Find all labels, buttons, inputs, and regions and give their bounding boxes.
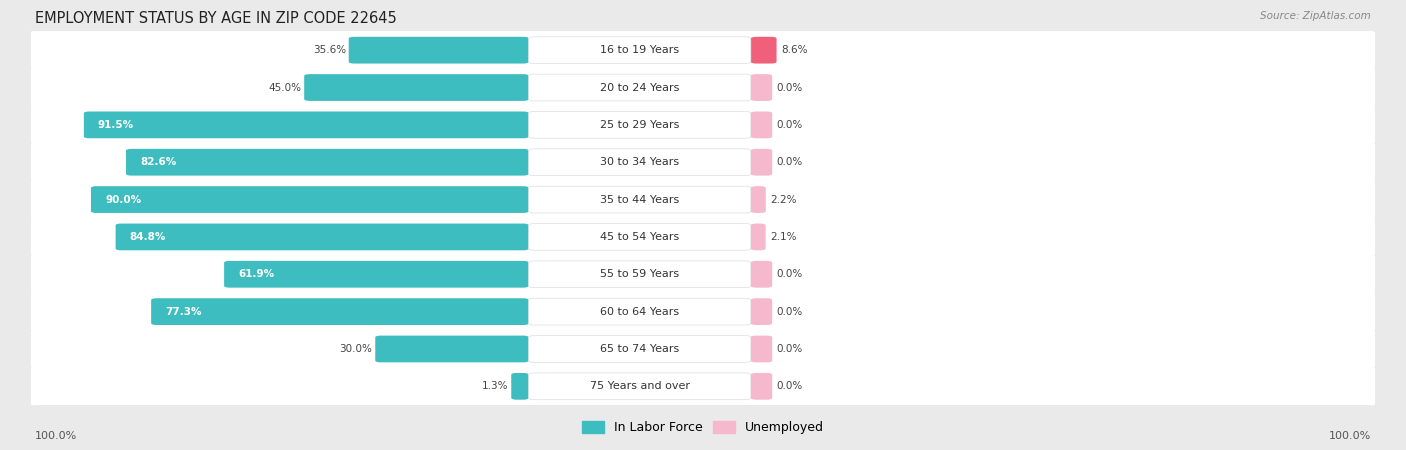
Text: 0.0%: 0.0%: [776, 120, 803, 130]
Text: 100.0%: 100.0%: [1329, 431, 1371, 441]
FancyBboxPatch shape: [224, 261, 529, 288]
Text: 84.8%: 84.8%: [129, 232, 166, 242]
FancyBboxPatch shape: [84, 112, 529, 138]
Text: 0.0%: 0.0%: [776, 269, 803, 279]
FancyBboxPatch shape: [529, 74, 751, 101]
Text: 16 to 19 Years: 16 to 19 Years: [600, 45, 679, 55]
FancyBboxPatch shape: [91, 186, 529, 213]
Text: 2.1%: 2.1%: [770, 232, 796, 242]
FancyBboxPatch shape: [529, 336, 751, 362]
FancyBboxPatch shape: [529, 373, 751, 400]
FancyBboxPatch shape: [751, 261, 772, 288]
Text: 25 to 29 Years: 25 to 29 Years: [600, 120, 679, 130]
FancyBboxPatch shape: [751, 224, 766, 250]
FancyBboxPatch shape: [529, 112, 751, 138]
FancyBboxPatch shape: [529, 298, 751, 325]
FancyBboxPatch shape: [31, 68, 1375, 107]
Text: 75 Years and over: 75 Years and over: [589, 381, 690, 392]
FancyBboxPatch shape: [31, 292, 1375, 331]
FancyBboxPatch shape: [529, 261, 751, 288]
FancyBboxPatch shape: [31, 218, 1375, 256]
FancyBboxPatch shape: [31, 106, 1375, 144]
Text: EMPLOYMENT STATUS BY AGE IN ZIP CODE 22645: EMPLOYMENT STATUS BY AGE IN ZIP CODE 226…: [35, 11, 396, 26]
Text: 0.0%: 0.0%: [776, 344, 803, 354]
FancyBboxPatch shape: [529, 186, 751, 213]
FancyBboxPatch shape: [31, 180, 1375, 219]
Text: 90.0%: 90.0%: [105, 194, 141, 205]
Text: 45.0%: 45.0%: [269, 82, 301, 93]
Text: 8.6%: 8.6%: [780, 45, 807, 55]
Legend: In Labor Force, Unemployed: In Labor Force, Unemployed: [576, 416, 830, 439]
FancyBboxPatch shape: [31, 31, 1375, 69]
FancyBboxPatch shape: [150, 298, 529, 325]
FancyBboxPatch shape: [751, 336, 772, 362]
Text: 65 to 74 Years: 65 to 74 Years: [600, 344, 679, 354]
FancyBboxPatch shape: [751, 373, 772, 400]
FancyBboxPatch shape: [115, 224, 529, 250]
Text: 0.0%: 0.0%: [776, 157, 803, 167]
Text: 30 to 34 Years: 30 to 34 Years: [600, 157, 679, 167]
FancyBboxPatch shape: [304, 74, 529, 101]
Text: 55 to 59 Years: 55 to 59 Years: [600, 269, 679, 279]
Text: 0.0%: 0.0%: [776, 82, 803, 93]
Text: 100.0%: 100.0%: [35, 431, 77, 441]
Text: 1.3%: 1.3%: [482, 381, 509, 392]
Text: Source: ZipAtlas.com: Source: ZipAtlas.com: [1260, 11, 1371, 21]
Text: 20 to 24 Years: 20 to 24 Years: [600, 82, 679, 93]
Text: 35.6%: 35.6%: [312, 45, 346, 55]
FancyBboxPatch shape: [751, 186, 766, 213]
FancyBboxPatch shape: [751, 112, 772, 138]
FancyBboxPatch shape: [375, 336, 529, 362]
FancyBboxPatch shape: [512, 373, 529, 400]
Text: 30.0%: 30.0%: [340, 344, 373, 354]
Text: 82.6%: 82.6%: [141, 157, 176, 167]
FancyBboxPatch shape: [529, 224, 751, 250]
Text: 35 to 44 Years: 35 to 44 Years: [600, 194, 679, 205]
FancyBboxPatch shape: [31, 367, 1375, 405]
Text: 0.0%: 0.0%: [776, 306, 803, 317]
FancyBboxPatch shape: [127, 149, 529, 176]
Text: 61.9%: 61.9%: [238, 269, 274, 279]
FancyBboxPatch shape: [529, 37, 751, 63]
Text: 2.2%: 2.2%: [770, 194, 796, 205]
Text: 77.3%: 77.3%: [165, 306, 201, 317]
Text: 0.0%: 0.0%: [776, 381, 803, 392]
FancyBboxPatch shape: [751, 149, 772, 176]
FancyBboxPatch shape: [751, 37, 776, 63]
FancyBboxPatch shape: [349, 37, 529, 63]
Text: 91.5%: 91.5%: [98, 120, 134, 130]
FancyBboxPatch shape: [31, 255, 1375, 293]
FancyBboxPatch shape: [751, 74, 772, 101]
FancyBboxPatch shape: [529, 149, 751, 176]
FancyBboxPatch shape: [31, 330, 1375, 368]
FancyBboxPatch shape: [751, 298, 772, 325]
Text: 60 to 64 Years: 60 to 64 Years: [600, 306, 679, 317]
Text: 45 to 54 Years: 45 to 54 Years: [600, 232, 679, 242]
FancyBboxPatch shape: [31, 143, 1375, 181]
